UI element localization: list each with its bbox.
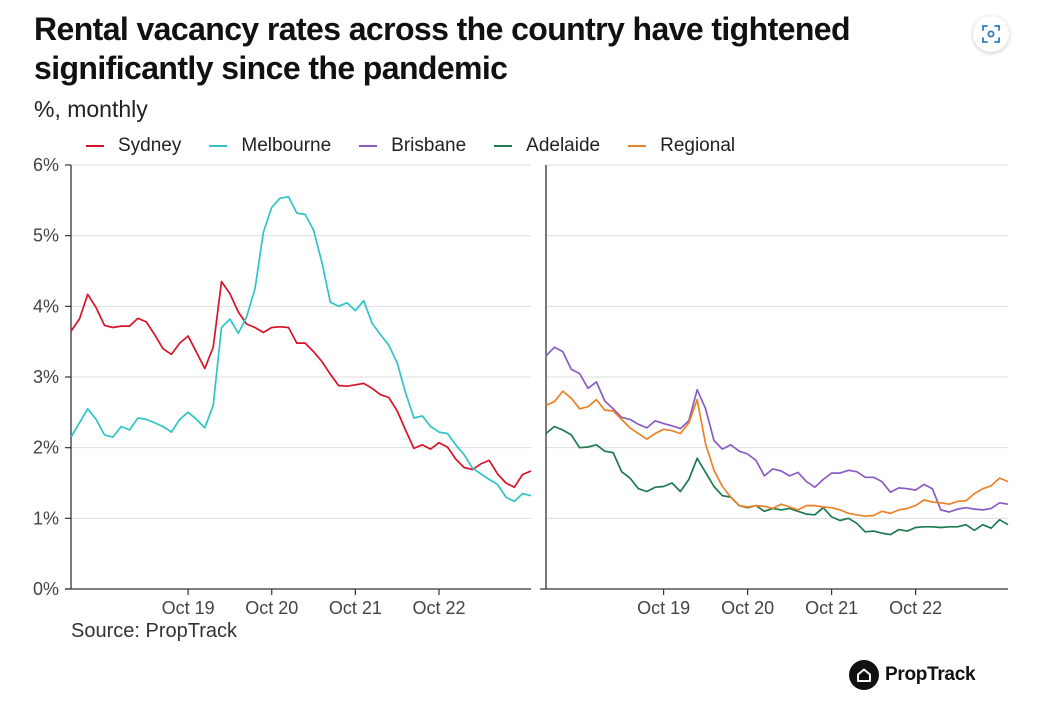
x-tick-label: Oct 19 — [637, 598, 690, 618]
legend-item-brisbane: Brisbane — [359, 135, 466, 157]
legend-item-adelaide: Adelaide — [494, 135, 600, 157]
series-line-sydney — [70, 280, 532, 489]
legend-swatch-sydney — [86, 145, 104, 147]
series-line-adelaide — [545, 425, 1009, 536]
legend-swatch-melbourne — [209, 145, 228, 147]
legend-label-regional: Regional — [660, 135, 736, 156]
series-line-melbourne — [70, 195, 532, 503]
legend-label-brisbane: Brisbane — [391, 135, 467, 156]
y-tick-label: 2% — [33, 438, 59, 458]
chart-legend: Sydney Melbourne Brisbane Adelaide Regio… — [86, 135, 735, 157]
legend-label-sydney: Sydney — [118, 135, 182, 156]
legend-item-melbourne: Melbourne — [209, 135, 331, 157]
legend-item-regional: Regional — [628, 135, 735, 157]
y-tick-label: 1% — [33, 508, 59, 528]
x-tick-label: Oct 22 — [412, 598, 465, 618]
expand-icon — [982, 25, 1000, 43]
expand-button[interactable] — [973, 16, 1009, 52]
y-tick-label: 5% — [33, 226, 59, 246]
legend-swatch-regional — [628, 145, 647, 147]
house-icon — [849, 660, 879, 690]
line-chart: 6% 5% 4% 3% 2% 1% 0% Oct 19 Oct 20 Oct 21 Oct 22 Oc… — [33, 155, 1009, 618]
chart-subtitle: %, monthly — [34, 96, 148, 122]
x-tick-label: Oct 20 — [245, 598, 298, 618]
brand-logo: PropTrack — [849, 660, 976, 690]
legend-label-melbourne: Melbourne — [241, 135, 332, 156]
y-tick-label: 6% — [33, 155, 59, 175]
legend-label-adelaide: Adelaide — [526, 135, 601, 156]
brand-name: PropTrack — [885, 664, 976, 685]
y-tick-label: 0% — [33, 579, 59, 599]
x-tick-label: Oct 21 — [329, 598, 382, 618]
y-tick-label: 4% — [33, 296, 59, 316]
x-tick-label: Oct 21 — [805, 598, 858, 618]
x-tick-label: Oct 22 — [889, 598, 942, 618]
legend-item-sydney: Sydney — [86, 135, 181, 157]
source-note: Source: PropTrack — [71, 620, 237, 642]
legend-swatch-adelaide — [494, 145, 513, 147]
x-tick-label: Oct 20 — [721, 598, 774, 618]
chart-title: Rental vacancy rates across the country … — [34, 11, 851, 86]
x-tick-label: Oct 19 — [162, 598, 215, 618]
series-line-brisbane — [545, 346, 1009, 513]
series-line-regional — [545, 390, 1009, 518]
legend-swatch-brisbane — [359, 145, 378, 147]
y-tick-label: 3% — [33, 367, 59, 387]
